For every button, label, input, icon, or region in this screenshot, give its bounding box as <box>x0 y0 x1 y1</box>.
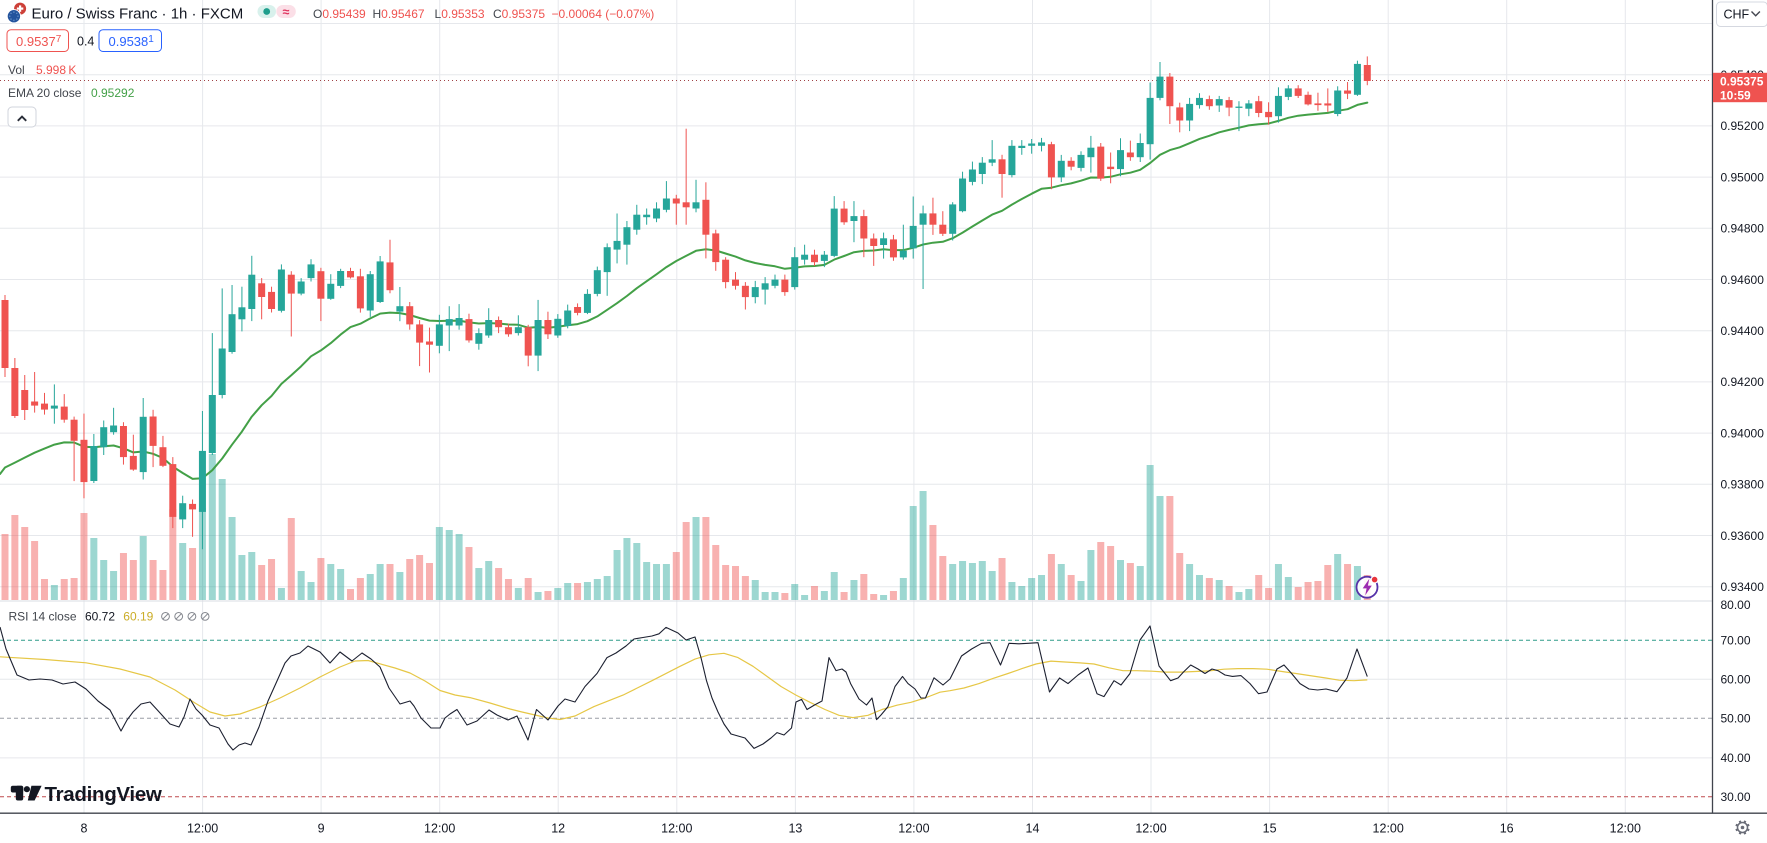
svg-text:5.998 K: 5.998 K <box>36 63 76 77</box>
svg-text:60.72: 60.72 <box>85 610 115 624</box>
svg-text:12:00: 12:00 <box>187 822 218 836</box>
svg-text:0.95377: 0.95377 <box>16 34 62 49</box>
svg-text:0.94600: 0.94600 <box>1721 273 1765 287</box>
svg-text:0.95200: 0.95200 <box>1721 119 1765 133</box>
svg-text:15: 15 <box>1263 822 1277 836</box>
svg-text:0.95000: 0.95000 <box>1721 170 1765 184</box>
svg-text:0.95381: 0.95381 <box>109 34 155 49</box>
svg-text:EMA 20 close: EMA 20 close <box>8 86 82 100</box>
svg-text:Euro / Swiss Franc · 1h · FXCM: Euro / Swiss Franc · 1h · FXCM <box>32 5 244 22</box>
svg-text:12:00: 12:00 <box>1610 822 1641 836</box>
svg-text:TradingView: TradingView <box>45 783 162 806</box>
svg-text:0.95292: 0.95292 <box>91 86 135 100</box>
svg-text:CHF: CHF <box>1724 8 1750 22</box>
svg-text:0.4: 0.4 <box>77 34 94 48</box>
svg-text:0.94200: 0.94200 <box>1721 375 1765 389</box>
svg-text:0.94400: 0.94400 <box>1721 324 1765 338</box>
svg-text:0.93800: 0.93800 <box>1721 478 1765 492</box>
svg-text:12:00: 12:00 <box>1135 822 1166 836</box>
svg-text:12:00: 12:00 <box>424 822 455 836</box>
svg-text:13: 13 <box>788 822 802 836</box>
svg-text:60.00: 60.00 <box>1721 673 1751 687</box>
svg-text:RSI 14 close: RSI 14 close <box>9 610 77 624</box>
svg-text:0.95375: 0.95375 <box>1720 75 1764 89</box>
svg-text:14: 14 <box>1026 822 1040 836</box>
svg-text:40.00: 40.00 <box>1721 751 1751 765</box>
svg-text:Vol: Vol <box>8 63 25 77</box>
svg-text:8: 8 <box>81 822 88 836</box>
svg-text:50.00: 50.00 <box>1721 712 1751 726</box>
svg-text:0.93400: 0.93400 <box>1721 580 1765 594</box>
svg-text:30.00: 30.00 <box>1721 790 1751 804</box>
svg-text:12:00: 12:00 <box>1373 822 1404 836</box>
svg-text:9: 9 <box>318 822 325 836</box>
svg-text:0.94000: 0.94000 <box>1721 426 1765 440</box>
svg-text:0.93600: 0.93600 <box>1721 529 1765 543</box>
svg-text:60.19: 60.19 <box>123 610 153 624</box>
svg-text:12: 12 <box>551 822 565 836</box>
svg-text:12:00: 12:00 <box>661 822 692 836</box>
svg-text:≈: ≈ <box>283 5 290 19</box>
svg-text:12:00: 12:00 <box>898 822 929 836</box>
svg-text:16: 16 <box>1500 822 1514 836</box>
svg-text:80.00: 80.00 <box>1721 598 1751 612</box>
svg-text:0.94800: 0.94800 <box>1721 222 1765 236</box>
svg-text:10:59: 10:59 <box>1720 89 1751 103</box>
svg-text:70.00: 70.00 <box>1721 634 1751 648</box>
